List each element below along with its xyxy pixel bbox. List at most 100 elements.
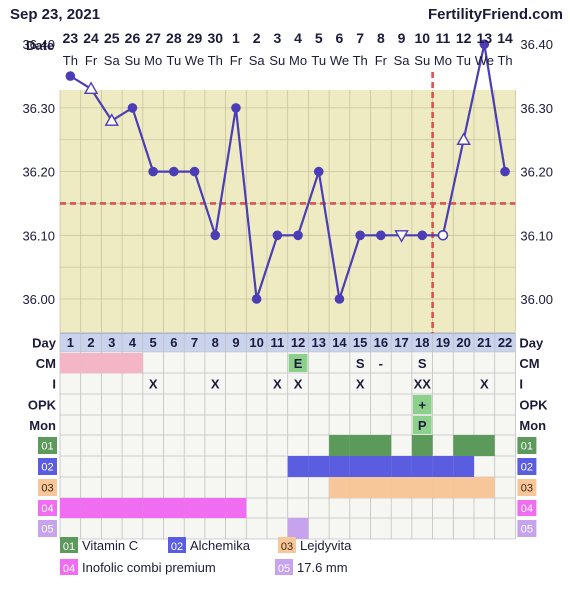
y-tick-label: 36.20 (520, 165, 553, 180)
opk-row-label: OPK (28, 398, 57, 413)
date-row-label: Date (26, 38, 54, 53)
legend-name: Vitamin C (82, 538, 138, 553)
temperature-point (127, 103, 138, 113)
opk-highlight-cell (412, 395, 432, 414)
temperature-point (293, 230, 303, 241)
temperature-point (437, 230, 449, 241)
supplement-row-code: 04 (521, 503, 533, 515)
opk-row-label: OPK (519, 398, 548, 413)
y-tick-label: 36.20 (22, 165, 55, 180)
temperature-point (479, 39, 490, 49)
supplement-row-code-bg (517, 458, 537, 475)
weekday-label: Tu (166, 53, 181, 68)
temperature-point (334, 294, 345, 304)
weekday-label: Fr (375, 53, 388, 68)
weekday-label: Tu (456, 53, 471, 68)
i-mark: X (211, 377, 220, 392)
temperature-point (148, 166, 158, 177)
date-label: 26 (125, 30, 141, 46)
legend-name: Inofolic combi premium (82, 560, 216, 575)
day-row-label: Day (32, 336, 57, 351)
supplement-cell (329, 435, 350, 456)
cm-mark: S (418, 356, 427, 371)
weekday-label: Fr (85, 53, 98, 68)
legend-code: 04 (63, 563, 75, 575)
date-label: 2 (253, 30, 261, 46)
temperature-point (231, 103, 241, 113)
supplement-cell (60, 498, 81, 518)
supplement-row-code-bg (517, 500, 537, 516)
supplement-cell (411, 477, 433, 498)
weekday-label: Mo (434, 53, 452, 68)
cycle-day-label: 22 (498, 335, 512, 350)
i-row-label: I (519, 377, 523, 392)
cm-fill-cell (80, 353, 102, 373)
supplement-row-code: 05 (521, 524, 533, 536)
temperature-point (169, 166, 179, 177)
supplement-cell (370, 456, 392, 477)
cycle-day-label: 11 (270, 335, 284, 350)
supplement-row-code: 03 (41, 483, 53, 495)
weekday-label: We (330, 53, 349, 68)
legend-name: Lejdyvita (300, 538, 352, 553)
cycle-day-label: 19 (436, 335, 450, 350)
cycle-day-label: 17 (394, 335, 408, 350)
supplement-row-code-bg (38, 520, 57, 537)
temperature-point (417, 230, 428, 241)
cycle-day-label: 12 (291, 335, 305, 350)
i-row-label: I (52, 377, 56, 392)
weekday-label: We (475, 53, 494, 68)
legend-code-bg (60, 537, 78, 553)
y-tick-label: 36.10 (520, 228, 553, 243)
cm-fill-cell (122, 353, 143, 373)
temperature-point (355, 230, 365, 241)
supplement-row-code: 02 (521, 462, 533, 474)
y-tick-label: 36.40 (520, 37, 553, 52)
date-label: 29 (187, 30, 203, 46)
supplement-cell (184, 498, 205, 518)
supplement-row-code-bg (38, 500, 57, 516)
date-label: 13 (477, 30, 493, 46)
temperature-point (65, 71, 76, 81)
supplement-cell (391, 477, 412, 498)
cycle-day-label: 14 (332, 335, 347, 350)
supplement-cell (287, 456, 309, 477)
supplement-cell (287, 518, 309, 539)
cycle-day-label: 6 (170, 335, 177, 350)
supplement-cell (101, 498, 123, 518)
supplement-row-code-bg (517, 520, 537, 537)
temperature-point (376, 230, 386, 241)
date-label: 5 (315, 30, 323, 46)
supplement-row-code-bg (38, 458, 57, 475)
legend-code-bg (275, 559, 293, 575)
supplement-cell (80, 498, 102, 518)
i-mark: XX (414, 377, 432, 392)
cm-fill-cell (101, 353, 123, 373)
date-label: 4 (294, 30, 302, 46)
date-label: 27 (145, 30, 161, 46)
y-tick-label: 36.10 (22, 228, 55, 243)
cm-row-label: CM (36, 356, 56, 371)
date-label: 25 (104, 30, 120, 46)
supplement-row-code: 01 (521, 441, 533, 453)
weekday-label: Su (269, 53, 285, 68)
y-tick-label: 36.40 (22, 37, 55, 52)
temperature-point (313, 166, 324, 177)
supplement-cell (411, 435, 433, 456)
cm-highlight-cell (288, 354, 308, 372)
cycle-day-label: 15 (353, 335, 367, 350)
i-mark: X (273, 377, 282, 392)
supplement-cell (329, 477, 350, 498)
y-tick-label: 36.30 (22, 101, 55, 116)
day-row-label: Day (519, 336, 544, 351)
date-label: 28 (166, 30, 182, 46)
cycle-day-label: 3 (108, 335, 115, 350)
cycle-day-label: 5 (150, 335, 157, 350)
temperature-point (104, 113, 119, 126)
supplement-cell (204, 498, 226, 518)
date-label: 14 (497, 30, 513, 46)
supplement-cell (349, 477, 371, 498)
cycle-day-label: 2 (87, 335, 94, 350)
cycle-day-label: 7 (191, 335, 198, 350)
